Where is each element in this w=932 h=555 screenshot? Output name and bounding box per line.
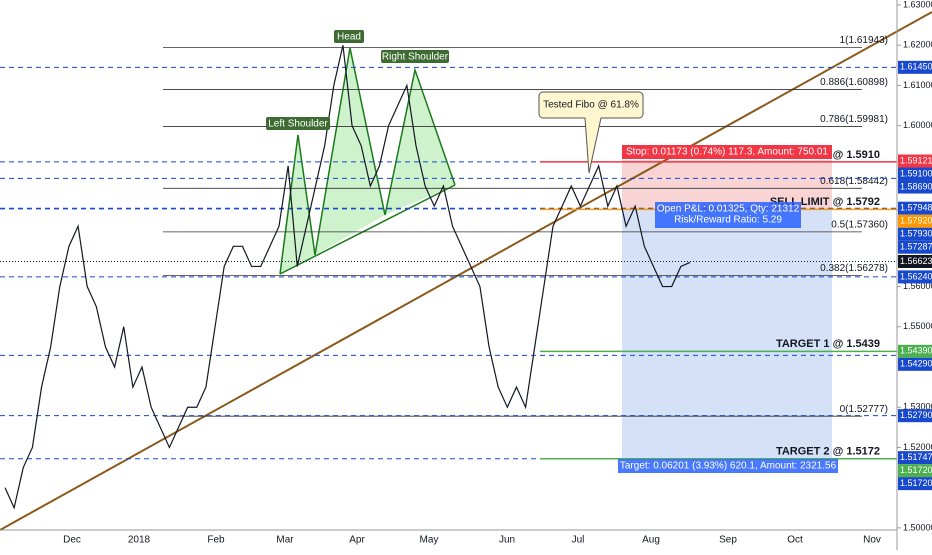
price-tag-label: 1.57948 (900, 203, 932, 213)
label-box (334, 30, 364, 43)
price-tag (898, 227, 932, 241)
fib-label: 0.5(1.57360) (831, 219, 888, 230)
price-tag-label: 1.59100 (900, 168, 932, 178)
neckline (279, 184, 456, 275)
price-tag (898, 60, 932, 74)
order-label: TARGET 2 @ 1.5172 (776, 446, 880, 458)
y-tick-label: 1.62000 (903, 40, 932, 50)
price-tag-label: 1.57930 (900, 229, 932, 239)
price-tag-label: 1.51720 (900, 478, 932, 488)
head-shape (315, 48, 385, 255)
x-tick-label: Nov (863, 535, 881, 546)
right-shoulder-label: Right Shoulder (382, 52, 449, 63)
head-label: Head (337, 32, 361, 43)
y-tick-label: 1.53000 (903, 402, 932, 412)
fib-label: 0.382(1.56278) (820, 263, 888, 274)
callout (538, 91, 644, 174)
target-box (618, 459, 838, 473)
trendline (0, 11, 932, 531)
pnl-text: Open P&L: 0.01325, Qty: 21312 (657, 204, 800, 215)
price-tag (898, 357, 932, 371)
left-shoulder-label: Left Shoulder (268, 119, 328, 130)
price-tag (898, 180, 932, 194)
price-tag-label: 1.54290 (900, 359, 932, 369)
x-tick-label: Oct (787, 535, 803, 546)
fib-label: 0.886(1.60898) (820, 77, 888, 88)
price-line (4, 45, 691, 510)
callout-text: Tested Fibo @ 61.8% (543, 100, 639, 111)
left-shoulder-shape (280, 135, 315, 274)
price-tag (898, 477, 932, 491)
x-tick-label: Apr (349, 535, 365, 546)
pattern-outline (279, 47, 456, 275)
price-tag (898, 201, 932, 215)
stop-text: Stop: 0.01173 (0.74%) 117.3, Amount: 750… (626, 147, 828, 158)
x-tick-label: Aug (642, 535, 660, 546)
x-tick-label: Feb (207, 535, 225, 546)
y-tick-label: 1.60000 (903, 120, 932, 130)
fib-label: 0(1.52777) (840, 404, 888, 415)
price-tag (898, 214, 932, 228)
y-tick-label: 1.52000 (903, 442, 932, 452)
x-tick-label: Sep (719, 535, 737, 546)
label-box (381, 50, 449, 63)
price-tag (898, 254, 932, 268)
x-tick-label: May (420, 535, 439, 546)
x-tick-label: Jul (572, 535, 585, 546)
y-tick-label: 1.56000 (903, 281, 932, 291)
price-tag-label: 1.61450 (900, 62, 932, 72)
y-tick-label: 1.55000 (903, 321, 932, 331)
price-tag (898, 154, 932, 168)
label-box (266, 117, 330, 130)
fib-label: 0.786(1.59981) (820, 114, 888, 125)
stop-zone (622, 160, 832, 208)
price-tag-label: 1.59121 (900, 155, 932, 165)
price-tag (898, 344, 932, 358)
price-tag-label: 1.51747 (900, 452, 932, 462)
price-tag-label: 1.57287 (900, 242, 932, 252)
order-label: TARGET 1 @ 1.5439 (776, 338, 880, 350)
y-tick-label: 1.63000 (903, 0, 932, 9)
price-tag-label: 1.52790 (900, 410, 932, 420)
price-tag (898, 464, 932, 478)
x-tick-label: 2018 (128, 535, 151, 546)
price-tag (898, 409, 932, 423)
pnl-box (655, 202, 801, 228)
price-tag-label: 1.57920 (900, 216, 932, 226)
x-tick-label: Mar (276, 535, 294, 546)
order-label: S @ 1.5910 (822, 149, 880, 161)
x-tick-label: Dec (63, 535, 81, 546)
price-tag (898, 270, 932, 284)
price-tag-label: 1.56623 (900, 256, 932, 266)
stop-box (622, 145, 832, 159)
fib-label: 0.618(1.58442) (820, 176, 888, 187)
price-tag (898, 167, 932, 181)
x-tick-label: Jun (499, 535, 515, 546)
price-tag-label: 1.54390 (900, 346, 932, 356)
ratio-text: Risk/Reward Ratio: 5.29 (674, 215, 782, 226)
price-tag-label: 1.58690 (900, 181, 932, 191)
price-tag (898, 240, 932, 254)
y-tick-label: 1.50000 (903, 522, 932, 532)
price-tag (898, 451, 932, 465)
fib-label: 1(1.61943) (840, 35, 888, 46)
annotations: Head Left Shoulder Right Shoulder Tested… (266, 30, 838, 473)
target-zone (622, 208, 832, 458)
price-tag-label: 1.56240 (900, 271, 932, 281)
target-text: Target: 0.06201 (3.93%) 620.1, Amount: 2… (620, 461, 837, 472)
right-shoulder-shape (385, 70, 455, 215)
y-tick-label: 1.61000 (903, 80, 932, 90)
price-tag-label: 1.51720 (900, 465, 932, 475)
